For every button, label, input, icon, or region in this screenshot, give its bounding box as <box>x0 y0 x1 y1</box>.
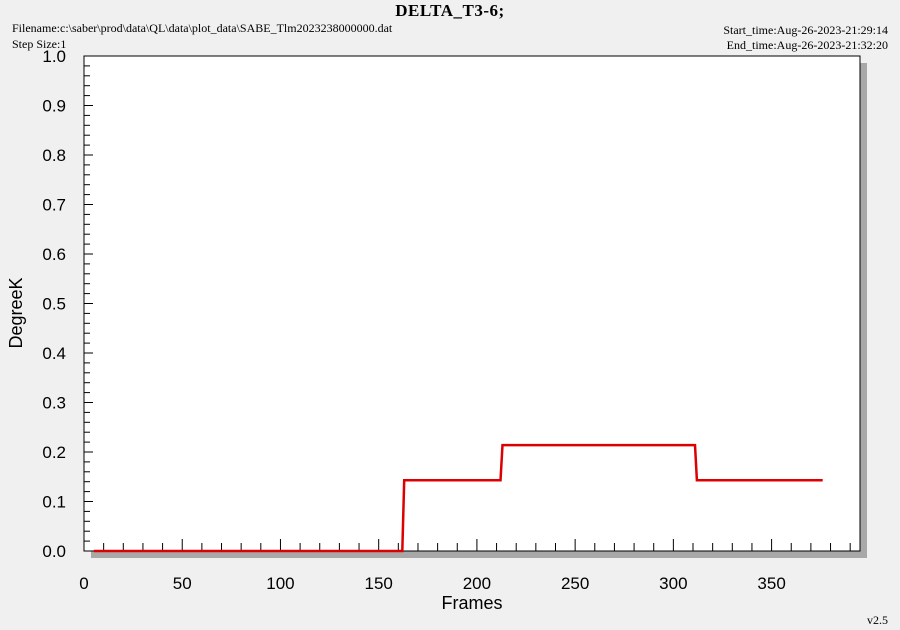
x-tick-label: 50 <box>173 574 192 593</box>
series-line <box>93 443 823 553</box>
step-size-label: Step Size:1 <box>12 37 67 51</box>
y-tick-label: 0.4 <box>42 344 66 363</box>
tick-labels: 0 50 100 150 200 250 300 350 0.0 0.1 0.2 0.3 0.4 0.5 0… <box>42 47 785 593</box>
end-time-label: End_time:Aug-26-2023-21:32:20 <box>726 38 888 52</box>
chart-title: DELTA_T3-6; <box>395 1 505 20</box>
series-group <box>93 443 823 553</box>
y-tick-label: 0.3 <box>42 394 66 413</box>
x-tick-label: 350 <box>757 574 785 593</box>
x-tick-label: 100 <box>266 574 294 593</box>
x-tick-label: 250 <box>561 574 589 593</box>
y-tick-label: 0.6 <box>42 245 66 264</box>
y-tick-label: 0.8 <box>42 146 66 165</box>
y-tick-label: 0.2 <box>42 443 66 462</box>
y-tick-label: 1.0 <box>42 47 66 66</box>
x-tick-label: 300 <box>659 574 687 593</box>
y-axis-label: DegreeK <box>6 277 26 348</box>
y-tick-label: 0.7 <box>42 196 66 215</box>
plot-area <box>83 55 861 552</box>
version-label: v2.5 <box>867 613 888 627</box>
x-tick-label: 200 <box>463 574 491 593</box>
y-tick-label: 0.9 <box>42 97 66 116</box>
x-tick-label: 0 <box>79 574 88 593</box>
x-tick-label: 150 <box>364 574 392 593</box>
x-axis-label: Frames <box>441 593 502 613</box>
y-tick-label: 0.0 <box>42 542 66 561</box>
y-tick-label: 0.1 <box>42 493 66 512</box>
axis-ticks <box>83 55 851 552</box>
y-tick-label: 0.5 <box>42 295 66 314</box>
start-time-label: Start_time:Aug-26-2023-21:29:14 <box>723 23 888 37</box>
filename-label: Filename:c:\saber\prod\data\QL\data\plot… <box>12 21 393 35</box>
